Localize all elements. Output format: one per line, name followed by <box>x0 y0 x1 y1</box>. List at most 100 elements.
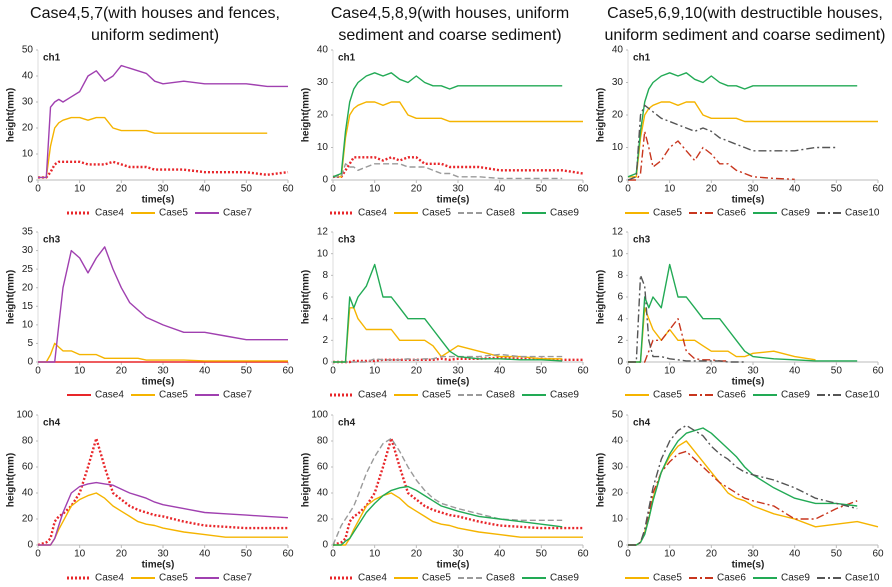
x-tick-label: 30 <box>157 366 169 377</box>
chart-label: ch4 <box>43 418 61 429</box>
y-tick-label: 20 <box>317 110 329 121</box>
column-title: uniform sediment) <box>91 27 219 44</box>
chart-label: ch1 <box>338 53 356 64</box>
y-tick-label: 10 <box>22 149 34 160</box>
y-tick-label: 20 <box>612 488 624 499</box>
x-tick-label: 50 <box>536 549 548 560</box>
series-line <box>333 356 583 364</box>
legend-label: Case5 <box>422 573 451 584</box>
y-tick-label: 6 <box>617 292 623 303</box>
chart-label: ch1 <box>43 53 61 64</box>
x-tick-label: 20 <box>706 366 718 377</box>
x-tick-label: 20 <box>116 366 128 377</box>
x-tick-label: 10 <box>664 184 676 195</box>
x-tick-label: 50 <box>241 184 253 195</box>
x-tick-label: 60 <box>577 184 589 195</box>
x-tick-label: 50 <box>536 366 548 377</box>
y-tick-label: 4 <box>617 313 623 324</box>
y-axis-label: height(mm) <box>301 88 312 142</box>
y-tick-label: 0 <box>27 540 33 551</box>
legend-label: Case5 <box>653 208 682 219</box>
x-tick-label: 20 <box>411 549 423 560</box>
x-tick-label: 60 <box>577 366 589 377</box>
legend-label: Case10 <box>845 208 880 219</box>
legend-label: Case7 <box>223 573 252 584</box>
legend-label: Case6 <box>717 573 746 584</box>
y-tick-label: 40 <box>317 45 329 56</box>
x-tick-label: 0 <box>330 184 336 195</box>
y-tick-label: 20 <box>22 514 34 525</box>
x-tick-label: 20 <box>116 549 128 560</box>
series-line <box>333 307 563 363</box>
x-tick-label: 0 <box>35 184 41 195</box>
y-tick-label: 80 <box>317 436 329 447</box>
legend-label: Case4 <box>358 208 387 219</box>
x-tick-label: 50 <box>536 184 548 195</box>
y-tick-label: 30 <box>22 245 34 256</box>
series-line <box>628 318 728 363</box>
legend-label: Case5 <box>159 573 188 584</box>
y-tick-label: 20 <box>317 514 329 525</box>
x-tick-label: 0 <box>330 366 336 377</box>
chart-label: ch3 <box>43 235 61 246</box>
legend-label: Case10 <box>845 390 880 401</box>
y-axis-label: height(mm) <box>301 453 312 507</box>
series-line <box>332 437 563 546</box>
x-tick-label: 40 <box>494 184 506 195</box>
y-tick-label: 30 <box>317 77 329 88</box>
x-axis-label: time(s) <box>437 377 470 388</box>
legend-label: Case7 <box>223 208 252 219</box>
chart-label: ch4 <box>633 418 651 429</box>
x-tick-label: 10 <box>74 549 86 560</box>
y-tick-label: 0 <box>322 175 328 186</box>
x-tick-label: 20 <box>411 184 423 195</box>
x-tick-label: 60 <box>282 366 294 377</box>
y-tick-label: 40 <box>317 488 329 499</box>
y-tick-label: 25 <box>22 264 34 275</box>
legend-label: Case5 <box>653 390 682 401</box>
y-tick-label: 0 <box>322 357 328 368</box>
y-tick-label: 0 <box>27 357 33 368</box>
x-axis-label: time(s) <box>437 195 470 206</box>
x-tick-label: 40 <box>789 549 801 560</box>
y-tick-label: 100 <box>311 410 328 421</box>
chart-label: ch3 <box>338 235 356 246</box>
x-tick-label: 60 <box>872 366 884 377</box>
series-line <box>333 101 583 178</box>
y-tick-label: 2 <box>322 335 328 346</box>
legend-label: Case5 <box>653 573 682 584</box>
legend-label: Case8 <box>486 573 515 584</box>
legend-label: Case4 <box>95 390 124 401</box>
series-line <box>333 156 584 178</box>
x-tick-label: 30 <box>452 184 464 195</box>
series-line <box>333 492 583 546</box>
series-line <box>38 160 289 179</box>
x-tick-label: 30 <box>747 549 759 560</box>
x-tick-label: 50 <box>241 366 253 377</box>
legend-label: Case6 <box>717 208 746 219</box>
series-line <box>627 104 837 181</box>
y-tick-label: 60 <box>22 462 34 473</box>
x-tick-label: 60 <box>872 184 884 195</box>
series-line <box>38 492 288 546</box>
y-tick-label: 10 <box>612 248 624 259</box>
y-tick-label: 0 <box>617 175 623 186</box>
y-axis-label: height(mm) <box>6 270 17 324</box>
y-tick-label: 35 <box>22 227 34 238</box>
series-line <box>628 130 795 181</box>
series-line <box>332 437 583 547</box>
x-tick-label: 20 <box>706 549 718 560</box>
y-axis-label: height(mm) <box>596 270 607 324</box>
x-axis-label: time(s) <box>142 195 175 206</box>
y-tick-label: 40 <box>22 71 34 82</box>
y-tick-label: 100 <box>16 410 33 421</box>
x-axis-label: time(s) <box>732 195 765 206</box>
y-tick-label: 6 <box>322 292 328 303</box>
series-line <box>332 72 563 178</box>
legend-label: Case10 <box>845 573 880 584</box>
y-axis-label: height(mm) <box>596 453 607 507</box>
series-line <box>628 263 858 363</box>
y-tick-label: 50 <box>22 45 34 56</box>
y-tick-label: 0 <box>617 357 623 368</box>
x-tick-label: 40 <box>494 366 506 377</box>
